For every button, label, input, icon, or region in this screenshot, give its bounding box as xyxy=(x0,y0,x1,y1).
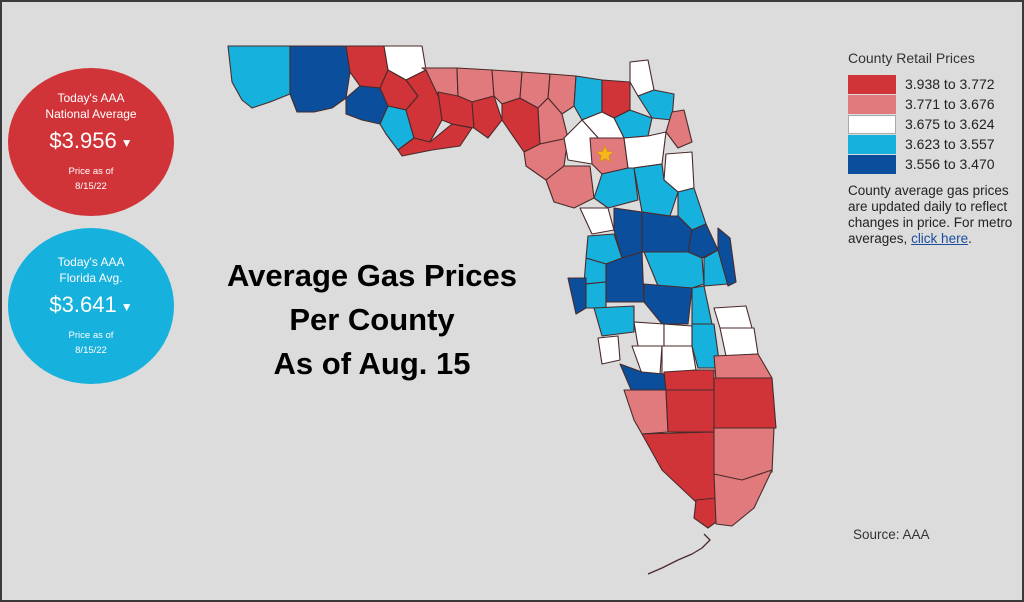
legend-swatch xyxy=(848,94,896,114)
legend-title: County Retail Prices xyxy=(848,50,975,66)
legend-range-label: 3.771 to 3.676 xyxy=(905,96,995,112)
county-region[interactable] xyxy=(713,353,773,381)
legend-item: 3.675 to 3.624 xyxy=(848,114,1020,134)
county-region[interactable] xyxy=(537,97,569,145)
national-asof-line2: 8/15/22 xyxy=(75,180,107,192)
headline-line3: As of Aug. 15 xyxy=(273,346,471,381)
county-region[interactable] xyxy=(663,369,715,391)
county-region[interactable] xyxy=(397,123,473,157)
county-region[interactable] xyxy=(593,305,635,337)
legend-note: County average gas prices are updated da… xyxy=(848,183,1020,247)
county-region[interactable] xyxy=(227,45,291,109)
headline-line1: Average Gas Prices xyxy=(226,258,518,293)
florida-asof-line2: 8/15/22 xyxy=(75,344,107,356)
national-label-line2: National Average xyxy=(45,107,137,122)
legend-range-label: 3.675 to 3.624 xyxy=(905,116,995,132)
county-region[interactable] xyxy=(289,45,351,113)
county-region[interactable] xyxy=(633,321,665,347)
county-region[interactable] xyxy=(691,323,721,369)
national-price-value: $3.956 xyxy=(49,128,117,154)
legend-range-label: 3.623 to 3.557 xyxy=(905,136,995,152)
county-region[interactable] xyxy=(597,335,621,365)
legend-note-text: County average gas prices are updated da… xyxy=(848,183,1013,246)
county-region[interactable] xyxy=(345,45,389,89)
star-icon xyxy=(595,145,615,163)
legend-item: 3.938 to 3.772 xyxy=(848,74,1020,94)
legend-range-label: 3.556 to 3.470 xyxy=(905,156,995,172)
metro-averages-link[interactable]: click here xyxy=(911,231,969,246)
county-region[interactable] xyxy=(585,281,607,309)
legend-item: 3.623 to 3.557 xyxy=(848,134,1020,154)
county-region[interactable] xyxy=(637,89,675,121)
legend-item: 3.556 to 3.470 xyxy=(848,154,1020,174)
florida-label-line1: Today's AAA xyxy=(57,255,125,270)
legend-range-label: 3.938 to 3.772 xyxy=(905,76,995,92)
county-region[interactable] xyxy=(629,59,655,97)
legend-swatch xyxy=(848,134,896,154)
county-region[interactable] xyxy=(471,95,503,139)
source-credit: Source: AAA xyxy=(853,527,930,542)
florida-price-value: $3.641 xyxy=(49,292,117,318)
legend: County Retail Prices 3.938 to 3.772 3.77… xyxy=(848,50,1020,247)
florida-average-badge: Today's AAA Florida Avg. $3.641 ▼ Price a… xyxy=(8,228,174,384)
national-label-line1: Today's AAA xyxy=(57,91,125,106)
florida-price: $3.641 ▼ xyxy=(49,290,132,321)
county-region[interactable] xyxy=(713,469,773,527)
county-region[interactable] xyxy=(713,305,753,329)
headline: Average Gas Prices Per County As of Aug.… xyxy=(182,254,562,386)
legend-swatch xyxy=(848,114,896,134)
florida-asof-line1: Price as of xyxy=(68,329,114,341)
legend-item: 3.771 to 3.676 xyxy=(848,94,1020,114)
legend-swatch xyxy=(848,154,896,174)
county-region[interactable] xyxy=(623,389,669,435)
county-region[interactable] xyxy=(693,497,717,529)
national-average-badge: Today's AAA National Average $3.956 ▼ Pri… xyxy=(8,68,174,216)
county-region[interactable] xyxy=(605,251,645,303)
legend-swatch xyxy=(848,74,896,94)
county-region[interactable] xyxy=(579,207,615,235)
florida-county-map xyxy=(227,45,777,575)
county-region[interactable] xyxy=(665,109,693,149)
county-region[interactable] xyxy=(593,167,639,209)
county-region[interactable] xyxy=(665,389,717,433)
caret-down-icon[interactable]: ▼ xyxy=(120,135,133,150)
county-region[interactable] xyxy=(456,67,495,103)
county-region[interactable] xyxy=(643,251,705,289)
county-region[interactable] xyxy=(713,377,777,433)
county-region[interactable] xyxy=(567,277,587,315)
county-region[interactable] xyxy=(641,431,717,503)
florida-label-line2: Florida Avg. xyxy=(59,271,123,286)
county-region[interactable] xyxy=(547,73,577,115)
county-region[interactable] xyxy=(719,327,759,357)
national-asof-line1: Price as of xyxy=(68,165,114,177)
headline-line2: Per County xyxy=(289,302,455,337)
county-region[interactable] xyxy=(717,227,737,287)
national-price: $3.956 ▼ xyxy=(49,126,132,157)
legend-note-end: . xyxy=(968,231,972,246)
county-region[interactable] xyxy=(643,283,693,325)
county-region[interactable] xyxy=(691,285,713,327)
county-region[interactable] xyxy=(623,131,667,169)
county-region[interactable] xyxy=(663,323,693,347)
caret-down-icon[interactable]: ▼ xyxy=(120,299,133,314)
